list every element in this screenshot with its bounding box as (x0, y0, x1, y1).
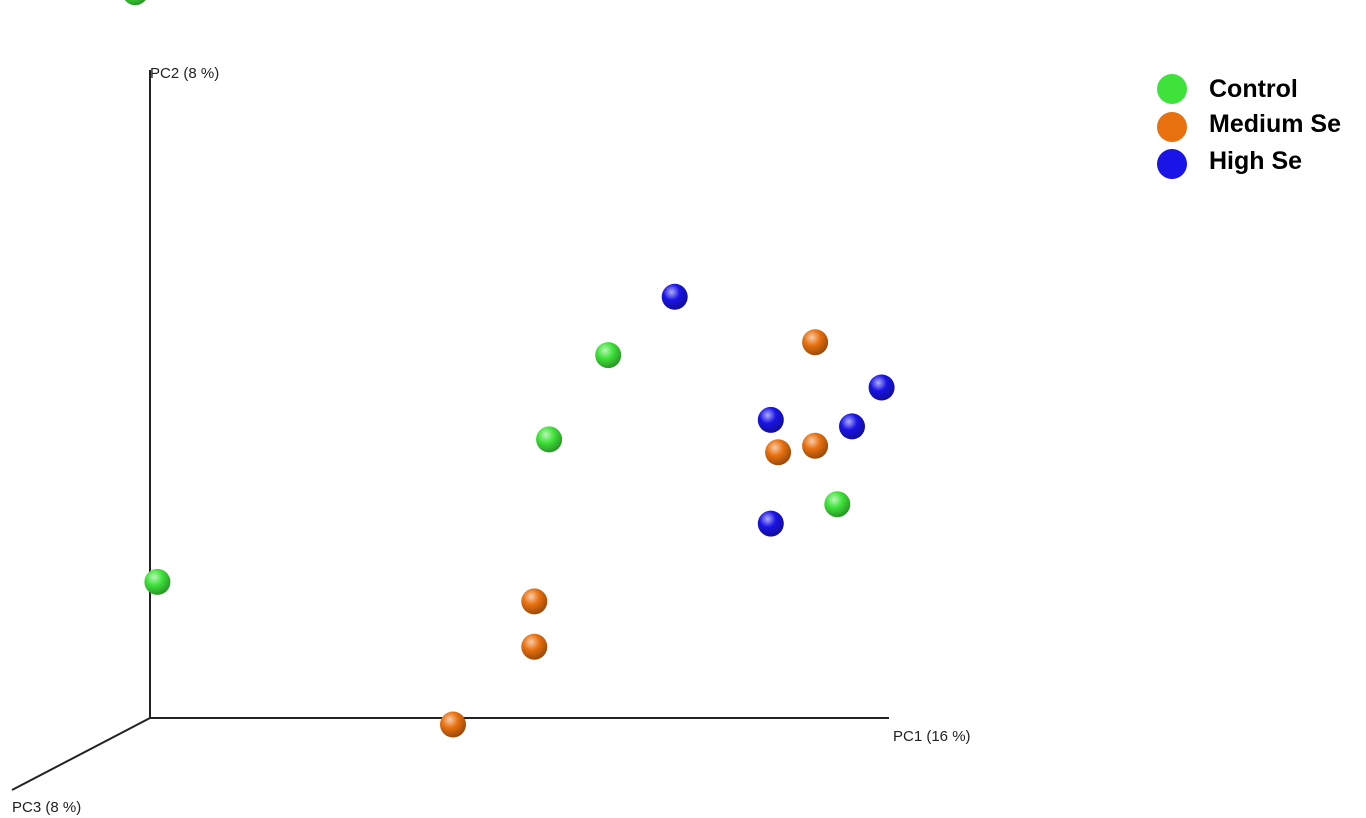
data-point-medium-se-2 (521, 633, 548, 660)
data-point-medium-se-4 (765, 439, 792, 466)
data-point-medium-se-3 (521, 588, 548, 615)
legend-marker-medium-se (1157, 112, 1187, 142)
x-axis-label: PC1 (16 %) (893, 728, 971, 745)
data-point-medium-se-5 (802, 432, 829, 459)
data-point-high-se-1 (661, 283, 688, 310)
data-points (124, 0, 895, 738)
data-point-medium-se-6 (802, 329, 829, 356)
legend-label-high-se: High Se (1209, 147, 1302, 175)
legend-item-medium-se: Medium Se (1157, 110, 1341, 142)
legend-label-medium-se: Medium Se (1209, 110, 1341, 138)
legend-item-high-se: High Se (1157, 147, 1302, 179)
data-point-high-se-3 (757, 510, 784, 537)
axes: PC2 (8 %) PC1 (16 %) PC3 (8 %) (11, 65, 971, 816)
legend-marker-high-se (1157, 149, 1187, 179)
z-axis-label: PC3 (8 %) (12, 799, 81, 816)
data-point-high-se-2 (757, 406, 784, 433)
legend-label-control: Control (1209, 75, 1298, 103)
legend-item-control: Control (1157, 74, 1298, 104)
data-point-high-se-5 (868, 374, 895, 401)
y-axis-label: PC2 (8 %) (150, 65, 219, 82)
data-point-control-1 (124, 0, 146, 6)
data-point-control-3 (536, 426, 563, 453)
legend-marker-control (1157, 74, 1187, 104)
legend: Control Medium Se High Se (1157, 74, 1341, 179)
data-point-medium-se-1 (440, 711, 466, 738)
z-axis-line (11, 717, 151, 791)
data-point-high-se-4 (839, 413, 865, 440)
data-point-control-5 (824, 491, 851, 518)
data-point-control-4 (595, 342, 622, 369)
data-point-control-2 (144, 568, 171, 595)
